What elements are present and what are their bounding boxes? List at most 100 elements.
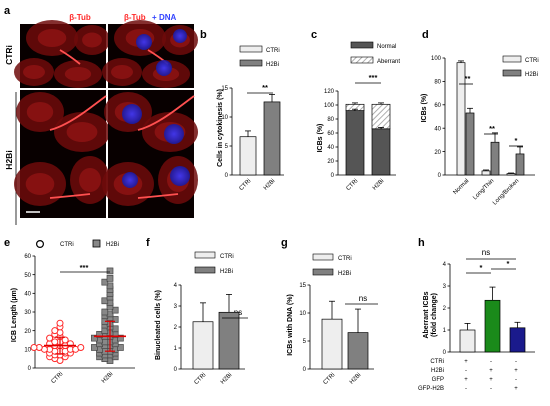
legend-label-h2bi: H2Bi: [525, 72, 538, 78]
h-row-gfp: GFP: [432, 377, 444, 383]
panel-h-sig-1: *: [480, 263, 483, 272]
y-tick-label: 0: [331, 173, 335, 179]
y-tick-label: 20: [327, 159, 334, 165]
panel-d-label: d: [422, 29, 429, 41]
y-tick-label: 5: [303, 339, 307, 345]
x-tick-label: CTRi: [51, 371, 65, 385]
y-tick-label: 100: [431, 56, 442, 62]
point-h2bi: [91, 334, 98, 342]
legend-label-h2bi: H2Bi: [220, 269, 233, 275]
panel-c-chart: 0 20 40 60 80 100 120 CTRi H2Bi: [324, 82, 396, 192]
panel-b-label: b: [200, 29, 207, 41]
cell-body-core: [111, 65, 133, 79]
nucleus: [173, 29, 187, 43]
legend-swatch-normal: [350, 41, 374, 49]
legend-label-aberrant: Aberrant: [377, 59, 400, 65]
panel-c-label: c: [311, 29, 317, 41]
nucleus: [170, 166, 190, 186]
point-ctri: [46, 334, 54, 342]
point-h2bi: [106, 267, 114, 275]
cell-body-core: [64, 67, 92, 81]
y-tick-label: 15: [299, 283, 306, 289]
cell-body-core: [23, 65, 45, 79]
y-tick-label: 4: [443, 262, 447, 268]
legend-swatch-ctri: [502, 55, 522, 63]
col2-title-tub: β-Tub: [124, 13, 146, 22]
x-tick-label: Normal: [452, 178, 470, 196]
legend-marker-h2bi: [92, 239, 101, 248]
h-sign: +: [464, 377, 468, 383]
y-tick-label: 0: [438, 173, 442, 179]
nucleus: [136, 34, 152, 50]
point-ctri: [51, 338, 59, 346]
point-ctri: [51, 327, 59, 335]
x-tick-label: CTRi: [323, 372, 337, 386]
y-tick-label: 0: [443, 350, 447, 356]
panel-c-ylabel: ICBs (%): [317, 124, 324, 153]
bar-h2bi: [263, 101, 281, 176]
x-tick-label: H2Bi: [101, 371, 114, 384]
y-tick-label: 0: [225, 173, 229, 179]
row-label-h2bi: H2Bi: [4, 150, 14, 169]
panel-d-ylabel: ICBs (%): [421, 94, 428, 123]
y-tick-label: 60: [24, 254, 31, 260]
y-tick-label: 3: [443, 284, 447, 290]
panel-b-legend: CTRi H2Bi: [239, 45, 280, 68]
micrograph-grid: [14, 20, 198, 218]
y-tick-label: 3: [174, 304, 178, 310]
y-tick-label: 30: [24, 310, 31, 316]
point-ctri: [56, 319, 64, 327]
bar-ctri: [239, 136, 257, 176]
panel-g-sig: ns: [359, 294, 367, 303]
y-tick-label: 120: [324, 89, 335, 95]
legend-label-ctri: CTRi: [60, 242, 74, 248]
micrograph: [104, 90, 198, 154]
legend-swatch-aberrant: [350, 56, 374, 64]
row-label-ctri: CTRi: [4, 45, 14, 65]
legend-label-ctri: CTRi: [525, 58, 539, 64]
bar-ctri-long-broken: [506, 173, 516, 176]
panel-h-label: h: [418, 237, 425, 249]
cell-body-core: [82, 32, 102, 48]
bar-h2bi-long-thin: [490, 141, 500, 176]
bar-ctri: [192, 321, 214, 370]
y-tick-label: 10: [299, 311, 306, 317]
intercellular-bridge: [59, 49, 81, 65]
bar-aberrant-h2bi: [371, 103, 391, 130]
panel-a-label: a: [4, 5, 11, 17]
x-tick-label: CTRi: [346, 178, 360, 192]
legend-label-h2bi: H2Bi: [106, 242, 119, 248]
y-tick-label: 1: [174, 346, 178, 352]
legend-label-ctri: CTRi: [266, 48, 280, 54]
nucleus: [164, 124, 184, 144]
y-tick-label: 10: [24, 348, 31, 354]
panel-h-ylabel-1: Aberrant ICBs: [423, 291, 430, 338]
panel-d-sig-normal: ***: [462, 74, 471, 83]
col2-title-dna: DNA: [159, 13, 177, 22]
point-ctri: [77, 343, 85, 351]
bar-ctri-normal: [456, 62, 466, 176]
y-tick-label: 2: [174, 325, 178, 331]
x-tick-label: H2Bi: [349, 372, 362, 385]
legend-label-h2bi: H2Bi: [266, 62, 279, 68]
h-row-gfp-h2b: GFP-H2B: [418, 386, 444, 392]
y-tick-label: 80: [327, 117, 334, 123]
nucleus: [122, 172, 138, 188]
legend-swatch-h2bi: [239, 59, 263, 67]
point-h2bi: [117, 334, 124, 342]
micrograph: [102, 154, 198, 218]
bar-h2bi-gfp: [484, 299, 501, 353]
h-sign: -: [515, 359, 517, 365]
cell-body-core: [66, 122, 98, 142]
intercellular-bridge: [49, 95, 107, 131]
legend-swatch-h2bi: [502, 69, 522, 77]
panel-h-sig-2: *: [507, 259, 510, 268]
point-ctri: [30, 343, 38, 351]
panel-d-legend: CTRi H2Bi: [502, 55, 539, 78]
point-h2bi: [101, 297, 109, 305]
intercellular-bridge: [49, 193, 91, 199]
y-tick-label: 50: [24, 273, 31, 279]
panel-h-chart: 0 1 2 3 4: [443, 258, 535, 356]
